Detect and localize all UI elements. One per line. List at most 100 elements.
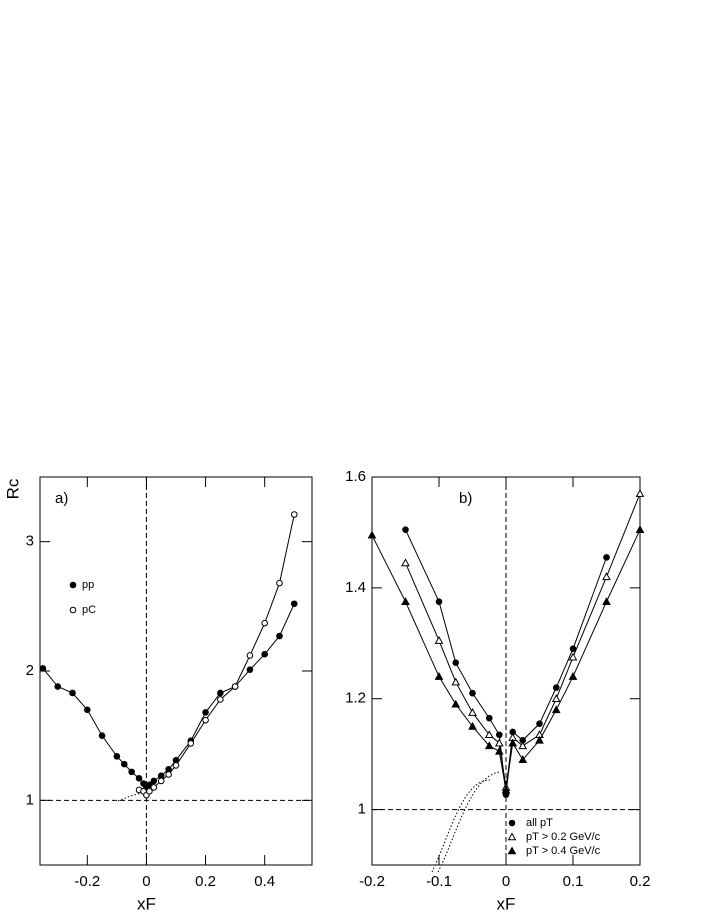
- marker: [276, 632, 283, 640]
- marker: [494, 746, 504, 755]
- panel-label: b): [459, 490, 472, 507]
- marker: [246, 666, 254, 674]
- marker: [451, 677, 461, 686]
- marker: [485, 714, 493, 722]
- marker: [276, 579, 283, 587]
- marker: [150, 777, 158, 785]
- marker: [187, 740, 195, 747]
- marker: [501, 785, 511, 794]
- marker: [157, 777, 165, 785]
- marker: [552, 684, 560, 691]
- marker: [496, 731, 503, 739]
- marker: [128, 768, 135, 776]
- x-tick-label: 0.4: [254, 873, 275, 890]
- marker: [172, 762, 180, 769]
- marker: [202, 709, 209, 716]
- legend-label: all pT: [526, 817, 553, 829]
- marker: [217, 689, 224, 697]
- marker: [69, 689, 76, 697]
- x-tick-label: -0.1: [426, 873, 452, 890]
- marker: [602, 597, 611, 606]
- x-axis-label: xF: [137, 894, 156, 913]
- y-tick-label: 2: [26, 662, 34, 679]
- marker: [113, 753, 121, 760]
- marker: [484, 741, 494, 750]
- panel-label: a): [55, 490, 68, 507]
- extrapolation: [431, 779, 491, 873]
- y-axis-label: Rc: [3, 478, 22, 499]
- marker: [535, 735, 544, 744]
- y-tick-label: 1: [26, 791, 34, 808]
- series-line: [138, 514, 295, 796]
- plot-frame: [39, 476, 313, 866]
- marker: [231, 683, 239, 690]
- x-tick-label: 0: [142, 873, 150, 890]
- legend-label: pp: [82, 579, 94, 591]
- marker: [401, 597, 410, 606]
- y-tick-label: 1: [358, 801, 366, 818]
- y-tick-label: 1.2: [345, 690, 366, 707]
- marker: [551, 694, 561, 703]
- x-tick-label: -0.2: [74, 873, 100, 890]
- legend-marker: [507, 832, 517, 841]
- marker: [120, 760, 128, 768]
- x-tick-label: -0.2: [359, 873, 385, 890]
- marker: [494, 738, 504, 747]
- marker: [217, 696, 224, 703]
- y-tick-label: 1.6: [345, 468, 366, 485]
- marker: [452, 659, 460, 666]
- marker: [434, 635, 444, 644]
- marker: [635, 525, 645, 533]
- x-tick-label: 0.2: [195, 873, 216, 890]
- marker: [246, 652, 254, 659]
- marker: [469, 689, 476, 697]
- marker: [536, 720, 543, 727]
- marker: [261, 650, 268, 658]
- marker: [434, 672, 444, 680]
- legend-marker: [507, 846, 517, 855]
- y-tick-label: 3: [26, 533, 34, 550]
- marker: [603, 554, 610, 561]
- marker: [290, 600, 298, 608]
- marker: [518, 755, 528, 763]
- marker: [518, 741, 528, 750]
- extrapolation: [437, 771, 501, 873]
- legend-marker: [69, 581, 77, 589]
- x-tick-label: 0.2: [630, 873, 651, 890]
- marker: [290, 511, 298, 518]
- marker: [135, 775, 143, 782]
- marker: [84, 706, 91, 714]
- marker: [468, 708, 477, 716]
- marker: [451, 699, 461, 708]
- series-line: [405, 493, 641, 788]
- marker: [165, 771, 172, 778]
- marker: [150, 784, 158, 791]
- legend-label: pT > 0.4 GeV/c: [526, 845, 601, 857]
- marker: [202, 716, 209, 724]
- legend-label: pT > 0.2 GeV/c: [526, 831, 601, 843]
- legend-marker: [508, 819, 516, 827]
- marker: [635, 489, 645, 497]
- marker: [54, 683, 62, 690]
- marker: [551, 705, 561, 714]
- x-axis-label: xF: [497, 894, 516, 913]
- x-tick-label: 0: [502, 873, 510, 890]
- marker: [508, 738, 518, 747]
- marker: [98, 732, 106, 739]
- y-tick-label: 1.4: [345, 579, 366, 596]
- marker: [468, 721, 477, 730]
- marker: [435, 598, 443, 606]
- marker: [484, 730, 494, 739]
- legend-marker: [69, 606, 77, 614]
- marker: [39, 665, 47, 672]
- series-line: [42, 603, 295, 789]
- marker: [568, 672, 578, 680]
- x-tick-label: 0.1: [563, 873, 584, 890]
- marker: [568, 652, 578, 661]
- legend-label: pC: [82, 604, 96, 616]
- marker: [401, 558, 410, 567]
- marker: [146, 787, 153, 795]
- marker: [261, 619, 268, 627]
- marker: [569, 645, 577, 653]
